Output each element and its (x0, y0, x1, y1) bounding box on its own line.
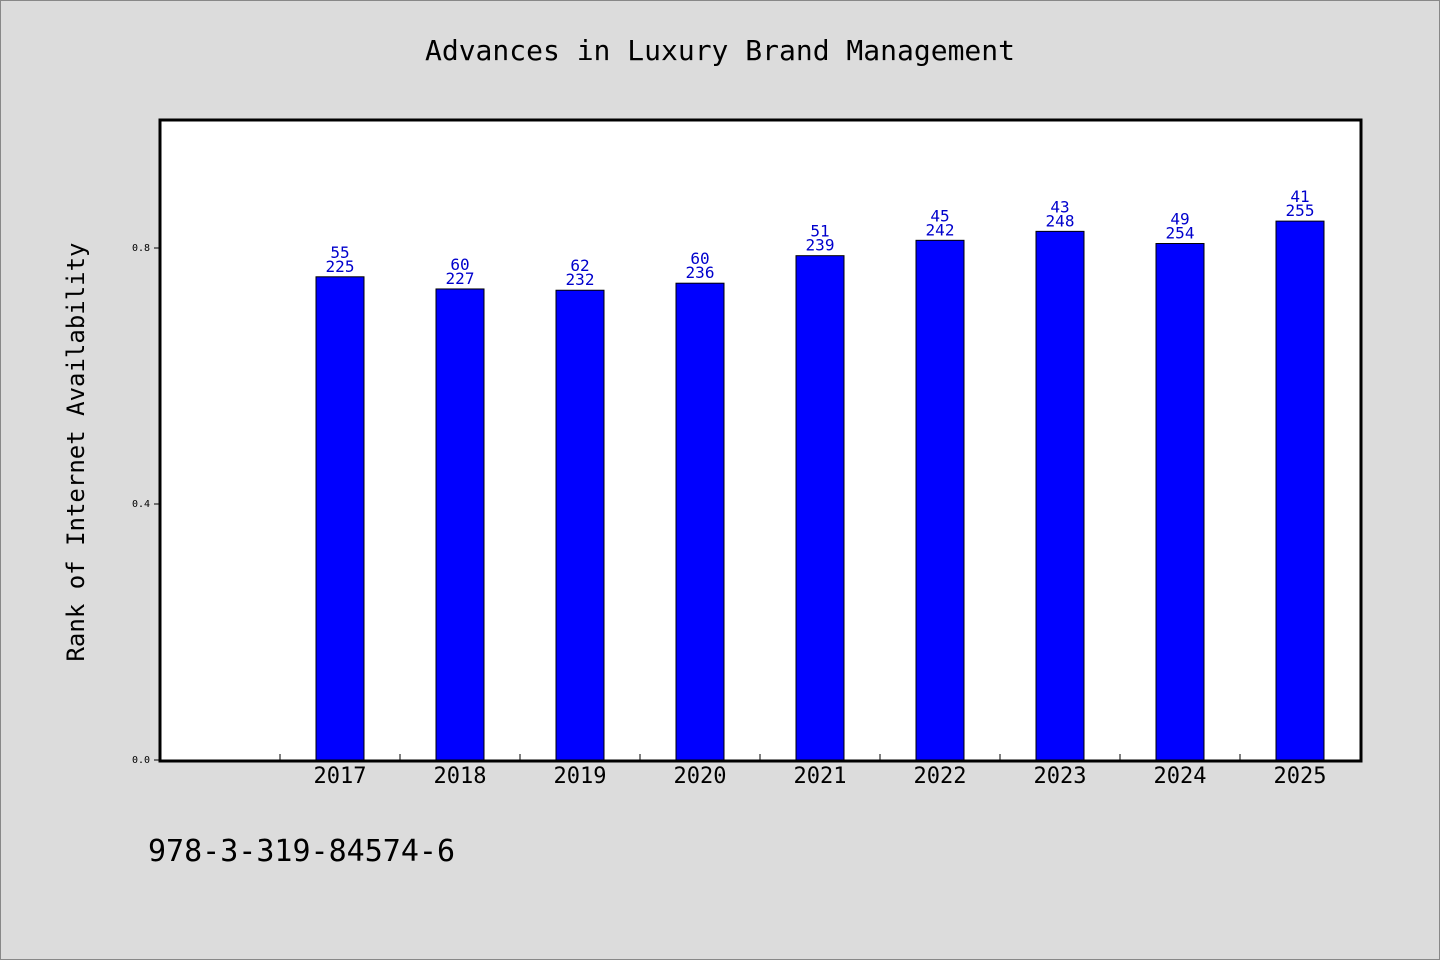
bar (435, 288, 485, 761)
bar-label-bottom: 255 (1286, 201, 1315, 220)
x-tick-label: 2017 (314, 764, 367, 789)
bar (795, 255, 845, 761)
bar-label-top: 55 (330, 243, 349, 262)
bar-label-top: 60 (690, 249, 709, 268)
x-tick-label: 2019 (554, 764, 607, 789)
x-tick-label: 2023 (1034, 764, 1087, 789)
bar-label-top: 43 (1050, 197, 1069, 216)
bar-label-bottom: 248 (1046, 211, 1075, 230)
bar (1155, 243, 1205, 761)
bar-label-bottom: 227 (446, 269, 475, 288)
x-tick-label: 2022 (914, 764, 967, 789)
x-axis: 2017 2018 2019 2020 2021 2022 2023 2024 2025 (279, 754, 1327, 789)
y-tick-label: 0.0 (132, 755, 150, 766)
y-tick-label: 0.4 (132, 499, 150, 510)
bar-label-bottom: 225 (326, 257, 355, 276)
bar (675, 282, 725, 761)
bar (915, 239, 965, 761)
bar-label-bottom: 254 (1166, 224, 1195, 243)
y-axis: 0.0 0.4 0.8 (132, 243, 160, 766)
isbn-label: 978-3-319-84574-6 (148, 834, 456, 869)
bar-label-top: 49 (1170, 210, 1189, 229)
y-tick-label: 0.8 (132, 243, 150, 254)
bar-label-top: 41 (1290, 187, 1309, 206)
bar-label-top: 51 (810, 222, 829, 241)
bar (1275, 220, 1325, 761)
bar-label-bottom: 239 (806, 236, 835, 255)
y-axis-label: Rank of Internet Availability (62, 242, 90, 661)
x-tick-label: 2025 (1274, 764, 1327, 789)
bars (315, 220, 1325, 761)
x-tick-label: 2024 (1154, 764, 1207, 789)
x-tick-label: 2021 (794, 764, 847, 789)
bar-label-top: 45 (930, 206, 949, 225)
x-tick-label: 2018 (434, 764, 487, 789)
bar-label-top: 60 (450, 255, 469, 274)
bar (1035, 230, 1085, 761)
bar-label-bottom: 236 (686, 263, 715, 282)
bar (555, 289, 605, 761)
bar-label-bottom: 232 (566, 270, 595, 289)
bar (315, 276, 365, 761)
chart-title: Advances in Luxury Brand Management (424, 34, 1015, 67)
bar-label-top: 62 (570, 256, 589, 275)
bar-label-bottom: 242 (926, 220, 955, 239)
x-tick-label: 2020 (674, 764, 727, 789)
